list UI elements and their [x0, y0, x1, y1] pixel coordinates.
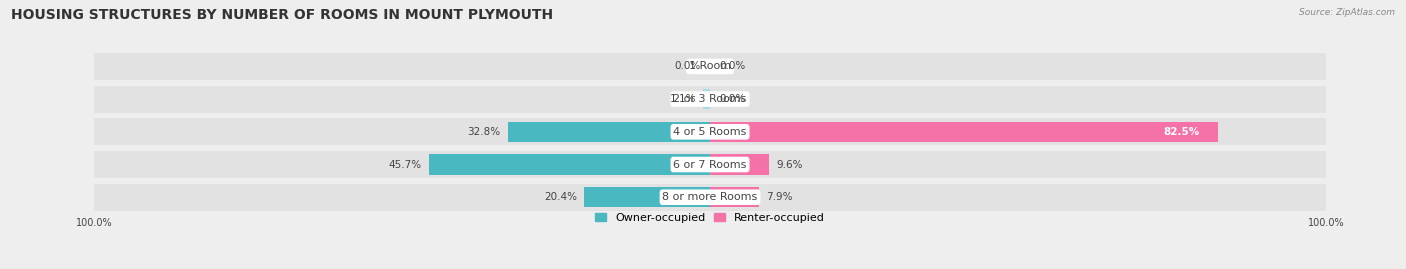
Bar	[94, 86, 1326, 112]
Text: 32.8%: 32.8%	[467, 127, 501, 137]
Bar	[94, 184, 1326, 211]
Text: 4 or 5 Rooms: 4 or 5 Rooms	[673, 127, 747, 137]
Text: 1 Room: 1 Room	[689, 61, 731, 71]
Bar	[710, 187, 759, 207]
Text: 6 or 7 Rooms: 6 or 7 Rooms	[673, 160, 747, 169]
Text: 8 or more Rooms: 8 or more Rooms	[662, 192, 758, 202]
Text: 2 or 3 Rooms: 2 or 3 Rooms	[673, 94, 747, 104]
Bar	[703, 89, 710, 109]
Legend: Owner-occupied, Renter-occupied: Owner-occupied, Renter-occupied	[595, 213, 825, 223]
Text: 0.0%: 0.0%	[720, 94, 745, 104]
Text: 0.0%: 0.0%	[720, 61, 745, 71]
Bar	[94, 53, 1326, 80]
Text: 20.4%: 20.4%	[544, 192, 576, 202]
Bar	[710, 122, 1218, 142]
Bar	[429, 154, 710, 175]
Bar	[710, 154, 769, 175]
Text: 45.7%: 45.7%	[388, 160, 422, 169]
Bar	[94, 118, 1326, 145]
Bar	[94, 151, 1326, 178]
Text: 1.1%: 1.1%	[669, 94, 696, 104]
Text: Source: ZipAtlas.com: Source: ZipAtlas.com	[1299, 8, 1395, 17]
Text: 82.5%: 82.5%	[1164, 127, 1199, 137]
Text: 9.6%: 9.6%	[776, 160, 803, 169]
Text: 7.9%: 7.9%	[766, 192, 793, 202]
Text: HOUSING STRUCTURES BY NUMBER OF ROOMS IN MOUNT PLYMOUTH: HOUSING STRUCTURES BY NUMBER OF ROOMS IN…	[11, 8, 554, 22]
Bar	[508, 122, 710, 142]
Bar	[585, 187, 710, 207]
Text: 0.0%: 0.0%	[675, 61, 700, 71]
